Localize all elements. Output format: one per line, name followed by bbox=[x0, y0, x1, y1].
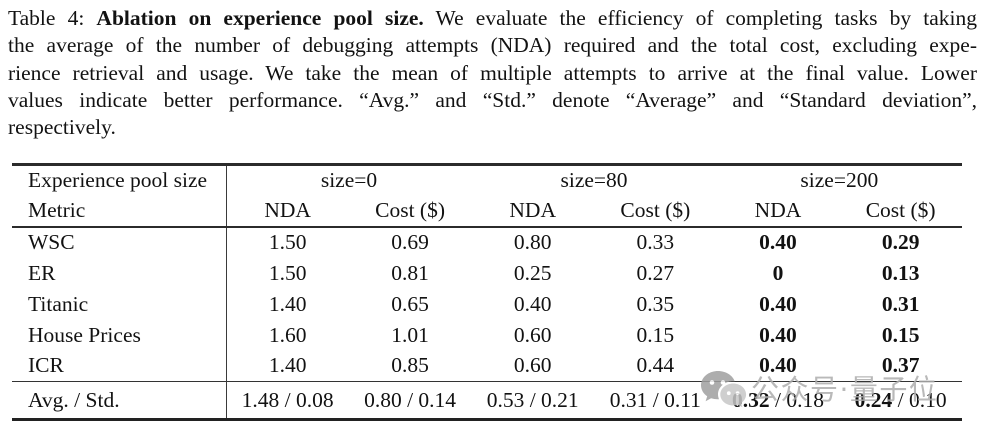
avg-value: 0.24 bbox=[854, 387, 893, 412]
footer-label: Avg. / Std. bbox=[12, 381, 227, 420]
corner-header-line1: Experience pool size bbox=[28, 168, 208, 193]
metric-label: Titanic bbox=[28, 291, 89, 316]
caption-text: We evaluate the efficiency of completing… bbox=[423, 6, 977, 30]
std-value: / 0.14 bbox=[401, 387, 457, 412]
metric-label: ER bbox=[28, 260, 56, 285]
caption-title-bold: Ablation on experience pool size. bbox=[96, 6, 424, 30]
table-row: ICR 1.40 0.85 0.60 0.44 0.40 0.37 bbox=[12, 350, 962, 382]
table-row: ER 1.50 0.81 0.25 0.27 0 0.13 bbox=[12, 257, 962, 289]
avg-value: 0.80 bbox=[364, 387, 402, 412]
value-cell: 0.25 bbox=[513, 260, 552, 285]
value-cell: 0.81 bbox=[391, 260, 429, 285]
table-header: Experience pool size size=0 size=80 size… bbox=[12, 164, 962, 228]
value-cell: 0.40 bbox=[513, 291, 552, 316]
sub-header-nda-80: NDA bbox=[471, 195, 595, 228]
avg-value: 0.53 bbox=[486, 387, 525, 412]
sub-header-cost-80: Cost ($) bbox=[594, 195, 717, 228]
value-cell: 0.13 bbox=[881, 260, 920, 285]
value-cell: 0.15 bbox=[636, 322, 675, 347]
results-table-wrapper: Experience pool size size=0 size=80 size… bbox=[12, 163, 962, 421]
value-cell: 0.69 bbox=[391, 230, 429, 254]
avg-std-cell: 1.48 / 0.08 bbox=[225, 381, 349, 420]
results-table: Experience pool size size=0 size=80 size… bbox=[12, 163, 962, 421]
table-row: House Prices 1.60 1.01 0.60 0.15 0.40 0.15 bbox=[12, 319, 962, 351]
value-cell: 0.40 bbox=[759, 291, 797, 316]
value-cell: 0.60 bbox=[513, 322, 552, 347]
avg-std-cell: 0.53 / 0.21 bbox=[471, 381, 595, 420]
caption-line-1: Table 4: Ablation on experience pool siz… bbox=[8, 5, 977, 32]
corner-header-line2: Metric bbox=[12, 195, 227, 228]
sub-header-cost-0: Cost ($) bbox=[348, 195, 472, 228]
table-row: WSC 1.50 0.69 0.80 0.33 0.40 0.29 bbox=[12, 226, 962, 258]
caption-line-2: the average of the number of debugging a… bbox=[8, 33, 977, 58]
value-cell: 0.33 bbox=[636, 230, 675, 254]
std-value: / 0.08 bbox=[279, 387, 334, 412]
caption-line-4: values indicate better performance. “Avg… bbox=[8, 87, 977, 112]
value-cell: 0.60 bbox=[513, 353, 552, 378]
value-cell: 1.40 bbox=[225, 288, 349, 320]
value-cell: 0.40 bbox=[759, 322, 797, 347]
avg-std-cell: 0.80 / 0.14 bbox=[348, 381, 472, 420]
metric-label: ICR bbox=[28, 353, 64, 378]
group-header-size200: size=200 bbox=[800, 168, 879, 193]
table-body: WSC 1.50 0.69 0.80 0.33 0.40 0.29 ER 1.50 0.81 0.2… bbox=[12, 226, 962, 382]
value-cell: 0.37 bbox=[881, 353, 920, 378]
value-cell: 0.44 bbox=[636, 353, 675, 378]
group-header-size0: size=0 bbox=[225, 164, 472, 196]
metric-label: WSC bbox=[28, 230, 75, 254]
std-value: / 0.10 bbox=[892, 387, 947, 412]
caption-label: Table 4: bbox=[8, 6, 97, 30]
avg-value: 0.32 bbox=[731, 387, 770, 412]
footer-row: Avg. / Std. 1.48 / 0.08 0.80 / 0.14 0.53 /… bbox=[12, 381, 962, 420]
std-value: / 0.21 bbox=[524, 387, 579, 412]
value-cell: 1.50 bbox=[225, 257, 349, 289]
metric-label: House Prices bbox=[28, 322, 141, 347]
value-cell: 0.31 bbox=[881, 291, 920, 316]
group-header-size80: size=80 bbox=[560, 168, 628, 193]
value-cell: 1.01 bbox=[391, 322, 429, 347]
value-cell: 0.27 bbox=[636, 260, 675, 285]
table-footer: Avg. / Std. 1.48 / 0.08 0.80 / 0.14 0.53 /… bbox=[12, 381, 962, 420]
sub-header-nda-200: NDA bbox=[716, 195, 840, 228]
value-cell: 0.29 bbox=[881, 230, 920, 254]
caption-line-5: respectively. bbox=[8, 115, 116, 140]
value-cell: 1.60 bbox=[225, 319, 349, 351]
value-cell: 0.40 bbox=[759, 353, 797, 378]
value-cell: 0.40 bbox=[759, 230, 797, 254]
avg-value: 1.48 bbox=[241, 387, 280, 412]
sub-header-nda-0: NDA bbox=[225, 195, 349, 228]
value-cell: 0.35 bbox=[636, 291, 675, 316]
value-cell: 0.15 bbox=[881, 322, 920, 347]
std-value: / 0.11 bbox=[647, 387, 701, 412]
avg-std-cell: 0.24 / 0.10 bbox=[839, 381, 962, 420]
sub-header-cost-200: Cost ($) bbox=[839, 195, 962, 228]
value-cell: 1.40 bbox=[225, 350, 349, 382]
caption-line-3: rience retrieval and usage. We take the … bbox=[8, 60, 977, 85]
avg-std-cell: 0.32 / 0.18 bbox=[716, 381, 840, 420]
table-caption: Table 4: Ablation on experience pool siz… bbox=[8, 5, 977, 141]
value-cell: 0.65 bbox=[391, 291, 429, 316]
value-cell: 0.80 bbox=[513, 230, 552, 254]
value-cell: 1.50 bbox=[225, 226, 349, 258]
table-row: Titanic 1.40 0.65 0.40 0.35 0.40 0.31 bbox=[12, 288, 962, 320]
value-cell: 0.85 bbox=[391, 353, 429, 378]
avg-value: 0.31 bbox=[609, 387, 648, 412]
avg-std-cell: 0.31 / 0.11 bbox=[594, 381, 717, 420]
sub-header-row: Metric NDA Cost ($) NDA Cost ($) NDA Cos… bbox=[12, 195, 962, 228]
group-header-row: Experience pool size size=0 size=80 size… bbox=[12, 164, 962, 196]
std-value: / 0.18 bbox=[769, 387, 824, 412]
value-cell: 0 bbox=[772, 260, 784, 285]
